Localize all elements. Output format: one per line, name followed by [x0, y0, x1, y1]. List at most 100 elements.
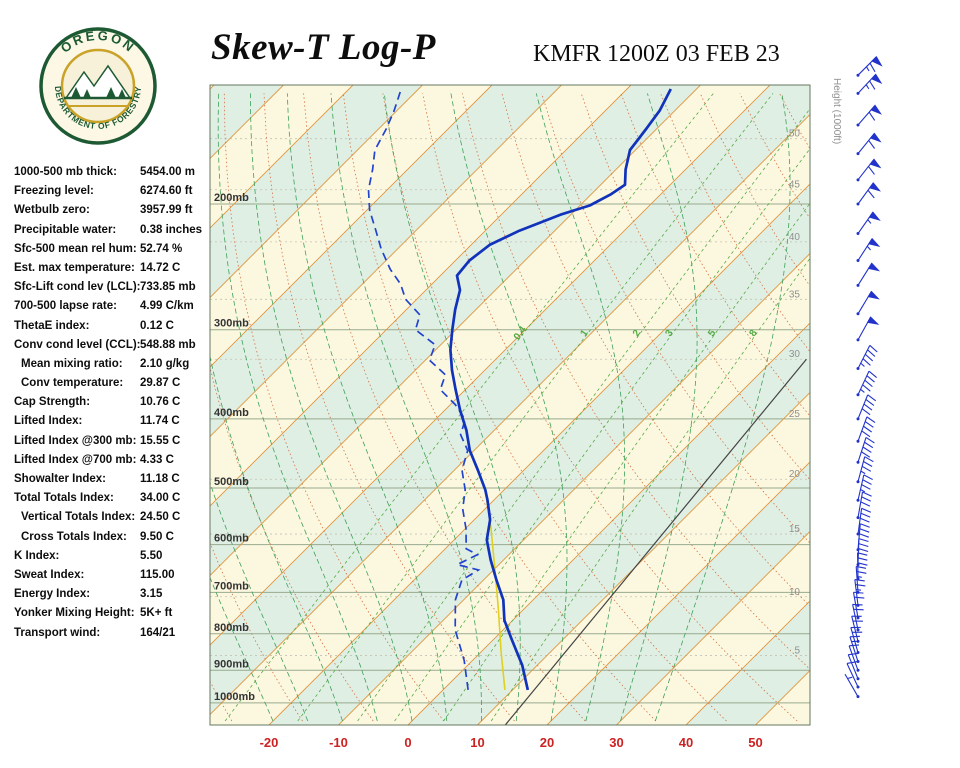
moist-adiabat-line: [330, 93, 482, 721]
isotherm-line: [210, 85, 493, 368]
temp-tick-label: 30: [609, 735, 623, 750]
temp-tick-label: -20: [260, 735, 279, 750]
dry-adiabat-line: [899, 93, 960, 721]
stat-label: Conv cond level (CCL):: [14, 338, 141, 351]
stat-label: Wetbulb zero:: [14, 204, 90, 217]
pressure-label: 600mb: [214, 533, 249, 545]
stat-row: Mean mixing ratio: 2.10 g/kg: [14, 355, 214, 374]
dry-adiabat-line: [580, 93, 810, 481]
moist-adiabat-line: [535, 93, 625, 722]
isotherm-line: [210, 85, 701, 577]
height-label: 20: [789, 469, 801, 480]
stat-row: Lifted Index @700 mb: 4.33 C: [14, 451, 214, 470]
wind-barb-icon: [856, 73, 883, 95]
temp-tick-label: -10: [329, 735, 348, 750]
dry-adiabat-line: [342, 93, 657, 722]
stat-value: 115.00: [140, 568, 175, 581]
stat-value: 733.85 mb: [140, 281, 196, 294]
mixing-ratio-line: [297, 93, 774, 722]
stat-value: 5.50: [140, 549, 163, 562]
mixing-ratio-label: 3: [663, 328, 675, 339]
stat-value: 5K+ ft: [140, 607, 173, 620]
height-label: 45: [789, 180, 801, 191]
plot-border: [209, 84, 811, 726]
pressure-label: 200mb: [214, 192, 249, 204]
stat-label: Vertical Totals Index:: [21, 511, 136, 524]
height-label: 30: [789, 349, 801, 360]
tree-icon: [106, 87, 116, 98]
dry-adiabat-line: [938, 93, 960, 721]
stat-value: 6274.60 ft: [140, 185, 193, 198]
wind-barb-icon: [856, 394, 877, 421]
tree-icon: [118, 89, 126, 98]
mixing-ratio-label: 2: [631, 328, 643, 339]
dry-adiabat-line: [461, 93, 810, 670]
stat-label: 1000-500 mb thick:: [14, 166, 117, 178]
stat-value: 24.50 C: [140, 511, 181, 524]
wind-barb-column: [844, 55, 883, 699]
pressure-label: 800mb: [214, 622, 249, 634]
wind-barb-icon: [852, 591, 865, 620]
stats-panel: 1000-500 mb thick: 5454.00 m Freezing leve…: [14, 163, 214, 643]
stat-value: 2.10 g/kg: [140, 357, 190, 370]
stat-row: Showalter Index: 11.18 C: [14, 470, 214, 489]
wind-barb-icon: [856, 211, 881, 236]
wind-barb-icon: [856, 437, 875, 464]
stat-label: Sfc-Lift cond lev (LCL):: [14, 281, 141, 294]
moist-adiabat-line: [210, 481, 309, 722]
stat-value: 14.72 C: [140, 261, 181, 274]
stat-value: 52.74 %: [140, 242, 183, 255]
moist-adiabat-line: [250, 93, 413, 722]
height-label: 15: [789, 524, 801, 535]
mixing-ratio-line: [357, 108, 810, 722]
stat-row: K Index: 5.50: [14, 547, 214, 566]
stat-row: 700-500 lapse rate: 4.99 C/km: [14, 297, 214, 316]
moist-adiabat-line: [210, 354, 343, 722]
pressure-label: 400mb: [214, 407, 249, 419]
wind-barb-icon: [856, 132, 882, 156]
moist-adiabat-line: [217, 93, 378, 722]
isotherm-line: [546, 461, 810, 725]
wind-barb-icon: [856, 416, 876, 443]
wind-barb-icon: [856, 507, 872, 536]
wind-barb-icon: [847, 652, 860, 681]
temperature-trace: [449, 88, 672, 691]
stat-row: Cross Totals Index: 9.50 C: [14, 528, 214, 547]
stat-label: Transport wind:: [14, 626, 101, 639]
stat-row: Cap Strength: 10.76 C: [14, 393, 214, 412]
pressure-label: 500mb: [214, 476, 249, 488]
dry-adiabat-line: [223, 93, 445, 722]
stat-label: Yonker Mixing Height:: [14, 607, 135, 620]
height-axis-label: Height (1000ft): [831, 78, 842, 144]
wind-barb-icon: [856, 237, 881, 263]
stat-label: Cap Strength:: [14, 396, 91, 409]
tree-icon: [83, 89, 91, 98]
temp-tick-label: 10: [470, 735, 484, 750]
stat-row: Sfc-500 mean rel hum: 52.74 %: [14, 240, 214, 259]
moist-adiabat-line: [654, 93, 791, 722]
stat-value: 548.88 mb: [140, 338, 196, 351]
wind-barb-icon: [856, 491, 872, 520]
stat-label: 700-500 lapse rate:: [14, 300, 117, 313]
odf-logo: OREGON DEPARTMENT OF FORESTRY: [39, 27, 157, 145]
height-label: 50: [789, 129, 801, 140]
plot-area: 0.4 1 2 3 5 8: [210, 85, 960, 725]
stat-value: 9.50 C: [140, 530, 174, 543]
wind-barb-icon: [856, 55, 883, 77]
stat-value: 4.33 C: [140, 453, 174, 466]
stat-row: 1000-500 mb thick: 5454.00 m: [14, 163, 214, 182]
tree-icon: [71, 87, 81, 98]
wind-barb-icon: [856, 523, 870, 552]
temp-tick-label: 20: [540, 735, 554, 750]
isotherm-line: [210, 85, 354, 229]
wind-barb-icon: [856, 316, 880, 342]
pressure-label: 300mb: [214, 318, 249, 330]
moist-adiabat-line: [450, 93, 568, 722]
stat-row: Yonker Mixing Height: 5K+ ft: [14, 604, 214, 623]
wind-barb-icon: [856, 456, 874, 484]
wind-barb-icon: [844, 673, 860, 699]
isotherm-line: [210, 113, 810, 716]
stat-value: 10.76 C: [140, 396, 181, 409]
pressure-label: 900mb: [214, 658, 249, 670]
